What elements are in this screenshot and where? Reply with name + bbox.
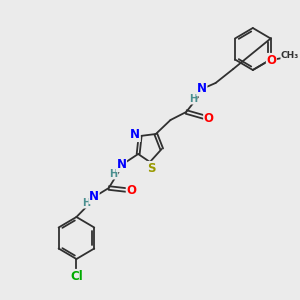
- Text: Cl: Cl: [70, 269, 83, 283]
- Text: N: N: [197, 82, 207, 95]
- Text: O: O: [266, 53, 276, 67]
- Text: CH₃: CH₃: [281, 52, 299, 61]
- Text: N: N: [130, 128, 140, 142]
- Text: H: H: [82, 198, 90, 208]
- Text: N: N: [116, 158, 127, 172]
- Text: O: O: [126, 184, 136, 196]
- Text: H: H: [189, 94, 197, 104]
- Text: O: O: [204, 112, 214, 125]
- Text: N: N: [89, 190, 99, 203]
- Text: H: H: [110, 169, 118, 179]
- Text: S: S: [147, 161, 155, 175]
